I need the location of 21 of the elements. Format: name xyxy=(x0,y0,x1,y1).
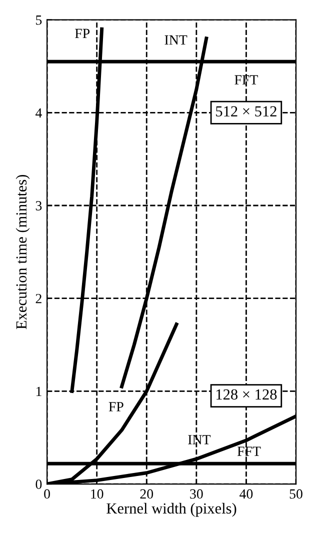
annotation: FP xyxy=(108,402,124,412)
y-tick-label: 1 xyxy=(36,386,42,396)
annotation: INT xyxy=(164,35,188,45)
y-axis-title: Execution time (minutes) xyxy=(16,174,30,330)
annotation: 512 × 512 xyxy=(216,106,276,116)
y-tick-label: 5 xyxy=(36,16,42,25)
y-tick-label: 4 xyxy=(36,108,42,118)
annotation: INT xyxy=(188,435,211,444)
annotation: FFT xyxy=(234,75,258,84)
x-tick-label: 30 xyxy=(190,489,203,499)
y-tick-label: 3 xyxy=(36,201,42,210)
x-tick-label: 40 xyxy=(240,489,253,499)
x-tick-label: 20 xyxy=(140,489,154,499)
x-axis-title: Kernel width (pixels) xyxy=(106,502,236,517)
annotation: FP xyxy=(75,28,90,38)
x-tick-label: 10 xyxy=(91,489,104,499)
x-tick-label: 50 xyxy=(290,489,302,499)
y-tick-label: 2 xyxy=(36,294,42,304)
y-tick-label: 0 xyxy=(36,480,42,489)
x-tick-label: 0 xyxy=(44,489,50,499)
annotation: 128 × 128 xyxy=(216,389,277,400)
